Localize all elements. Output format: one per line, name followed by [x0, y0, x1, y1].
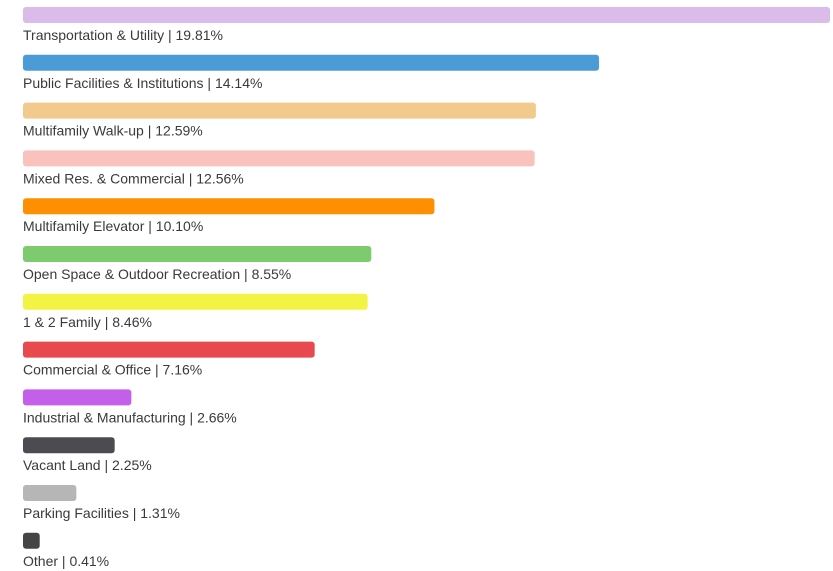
bar — [23, 198, 435, 215]
bar — [23, 246, 372, 262]
bar — [23, 389, 132, 406]
bar-label: 1 & 2 Family | 8.46% — [23, 314, 152, 330]
value-label: 2.25% — [112, 457, 152, 473]
value-label: 8.55% — [252, 266, 292, 282]
bar-label: Other | 0.41% — [23, 553, 109, 569]
value-label: 8.46% — [112, 314, 152, 330]
value-label: 10.10% — [156, 218, 203, 234]
bar-label: Vacant Land | 2.25% — [23, 457, 152, 473]
value-label: 12.56% — [196, 170, 243, 186]
category-label: Multifamily Walk-up — [23, 122, 144, 138]
label-separator: | — [204, 75, 215, 91]
label-separator: | — [151, 361, 162, 377]
bar-label: Multifamily Elevator | 10.10% — [23, 218, 203, 234]
value-label: 2.66% — [197, 409, 237, 425]
value-label: 12.59% — [155, 122, 202, 138]
bar — [23, 437, 115, 454]
bar — [23, 293, 368, 310]
label-separator: | — [144, 122, 155, 138]
category-label: Commercial & Office — [23, 361, 151, 377]
bar-label: Industrial & Manufacturing | 2.66% — [23, 409, 237, 425]
bar-label: Commercial & Office | 7.16% — [23, 361, 202, 377]
value-label: 7.16% — [163, 361, 203, 377]
category-label: Industrial & Manufacturing — [23, 409, 186, 425]
bar-label: Open Space & Outdoor Recreation | 8.55% — [23, 266, 291, 282]
label-separator: | — [240, 266, 251, 282]
bar — [23, 54, 600, 71]
bar — [23, 485, 77, 501]
category-label: Multifamily Elevator — [23, 218, 145, 234]
value-label: 0.41% — [69, 553, 109, 569]
label-separator: | — [101, 457, 112, 473]
value-label: 19.81% — [176, 27, 223, 43]
bar — [23, 150, 535, 167]
bar — [23, 341, 315, 358]
label-separator: | — [129, 505, 140, 521]
label-separator: | — [164, 27, 175, 43]
bar-label: Multifamily Walk-up | 12.59% — [23, 122, 203, 138]
category-label: Public Facilities & Institutions — [23, 75, 204, 91]
label-separator: | — [58, 553, 69, 569]
label-separator: | — [144, 218, 155, 234]
category-label: Open Space & Outdoor Recreation — [23, 266, 240, 282]
category-label: 1 & 2 Family — [23, 314, 101, 330]
value-label: 14.14% — [215, 75, 262, 91]
category-label: Vacant Land — [23, 457, 101, 473]
category-label: Mixed Res. & Commercial — [23, 170, 185, 186]
label-separator: | — [185, 170, 196, 186]
bar-label: Parking Facilities | 1.31% — [23, 505, 180, 521]
category-label: Transportation & Utility — [23, 27, 164, 43]
category-label: Parking Facilities — [23, 505, 129, 521]
label-separator: | — [186, 409, 197, 425]
bar-label: Public Facilities & Institutions | 14.14… — [23, 75, 262, 91]
category-label: Other — [23, 553, 58, 569]
bar — [23, 7, 830, 23]
bar — [23, 532, 40, 549]
bar — [23, 102, 536, 119]
bar-label: Transportation & Utility | 19.81% — [23, 27, 223, 43]
bar-label: Mixed Res. & Commercial | 12.56% — [23, 170, 244, 186]
value-label: 1.31% — [140, 505, 180, 521]
label-separator: | — [101, 314, 112, 330]
